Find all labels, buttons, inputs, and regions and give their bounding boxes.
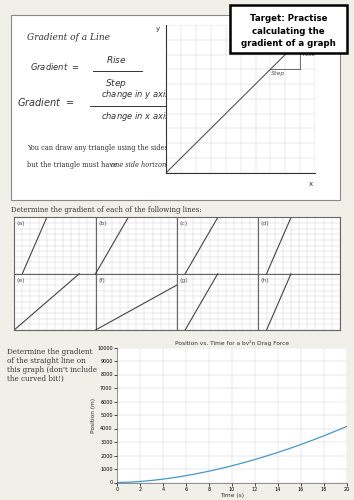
Text: $\it{Gradient}$  =: $\it{Gradient}$ = (30, 62, 80, 72)
Text: and: and (187, 161, 204, 169)
Text: Gradient of a Line: Gradient of a Line (27, 34, 110, 42)
Text: (a): (a) (17, 222, 25, 226)
Text: Step: Step (271, 71, 285, 76)
Text: (g): (g) (179, 278, 188, 282)
Text: $\bf{\it{Gradient}}$  =: $\bf{\it{Gradient}}$ = (17, 96, 75, 108)
Text: (f): (f) (98, 278, 105, 282)
Text: one side horizontal: one side horizontal (111, 161, 175, 169)
Text: calculating the: calculating the (252, 26, 325, 36)
FancyBboxPatch shape (230, 5, 347, 52)
Text: one side vertical: one side vertical (200, 161, 255, 169)
Y-axis label: Position (m): Position (m) (91, 398, 96, 432)
Text: You can draw any triangle using the sides to determine the rise and step,: You can draw any triangle using the side… (27, 144, 275, 152)
Text: $\it{Rise}$: $\it{Rise}$ (106, 54, 126, 65)
Text: Determine the gradient of each of the following lines:: Determine the gradient of each of the fo… (11, 206, 201, 214)
X-axis label: Time (s): Time (s) (220, 493, 244, 498)
Title: Position vs. Time for a bv²n Drag Force: Position vs. Time for a bv²n Drag Force (175, 340, 289, 345)
Text: but the triangle must have: but the triangle must have (27, 161, 119, 169)
Text: gradient of a graph: gradient of a graph (241, 40, 336, 48)
Text: $\it{change\ in\ y\ axis}$: $\it{change\ in\ y\ axis}$ (101, 88, 171, 101)
Text: (b): (b) (98, 222, 107, 226)
Text: (h): (h) (261, 278, 270, 282)
Text: .: . (269, 161, 271, 169)
Text: (c): (c) (179, 222, 188, 226)
Text: $\it{change\ in\ x\ axis}$: $\it{change\ in\ x\ axis}$ (101, 110, 171, 123)
Text: $\it{Step}$: $\it{Step}$ (105, 77, 127, 90)
Text: (e): (e) (17, 278, 25, 282)
Text: (d): (d) (261, 222, 270, 226)
Text: x: x (309, 181, 313, 187)
Text: Rise: Rise (303, 52, 316, 57)
Text: Determine the gradient
of the straight line on
this graph (don't include
the cur: Determine the gradient of the straight l… (7, 348, 97, 384)
Text: Target: Practise: Target: Practise (250, 14, 327, 23)
Text: y: y (156, 26, 160, 32)
